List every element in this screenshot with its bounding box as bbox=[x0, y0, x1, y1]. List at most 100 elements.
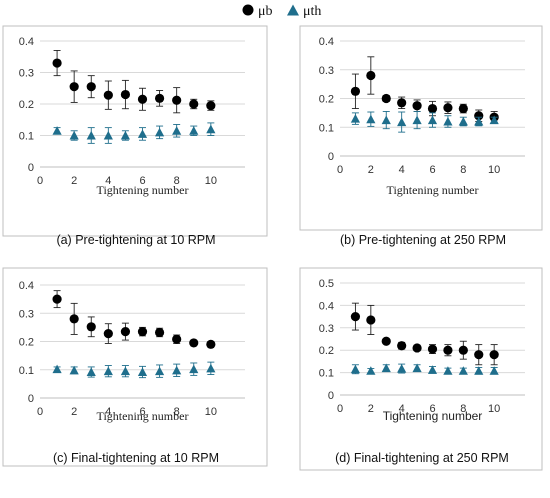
chart-b-mu-th-point bbox=[381, 115, 391, 125]
chart-d-xtick-label: 10 bbox=[488, 403, 500, 415]
chart-a-mu-b-point bbox=[172, 95, 182, 105]
chart-a-mu-b-point bbox=[69, 82, 79, 92]
chart-a-caption: (a) Pre-tightening at 10 RPM bbox=[56, 233, 215, 247]
chart-c-mu-b-point bbox=[154, 327, 165, 338]
legend: μb μth bbox=[242, 4, 321, 19]
chart-c-mu-th-point bbox=[172, 365, 182, 375]
chart-b-ytick-label: 0.4 bbox=[319, 36, 334, 48]
chart-c-ytick-label: 0.1 bbox=[19, 365, 34, 377]
chart-d-mu-b-point bbox=[489, 350, 499, 360]
chart-a-mu-b-point bbox=[137, 94, 148, 104]
chart-b-ytick-label: 0.3 bbox=[319, 65, 334, 77]
chart-c: 0 0.1 0.2 0.3 0.4 0 2 4 6 8 10 Tightening number bbox=[2, 267, 268, 467]
chart-c-mu-th-point bbox=[137, 367, 148, 377]
chart-a-mu-th-point bbox=[154, 127, 165, 137]
chart-c-mu-th-point bbox=[103, 366, 113, 376]
chart-c-mu-b-point bbox=[189, 338, 199, 348]
chart-d-xtick-label: 4 bbox=[399, 403, 405, 415]
chart-d-mu-b-point bbox=[412, 343, 422, 353]
chart-a-xtick-label: 0 bbox=[37, 175, 43, 187]
chart-a-ytick-label: 0.2 bbox=[19, 99, 34, 111]
chart-b-mu-b-point bbox=[397, 98, 407, 108]
legend-label-mu-th: μth bbox=[303, 4, 321, 19]
chart-c-xtick-label: 8 bbox=[174, 406, 180, 418]
chart-b-mu-b-point bbox=[474, 111, 484, 121]
chart-b-xtick-label: 2 bbox=[368, 164, 374, 176]
chart-a-mu-b-point bbox=[206, 100, 216, 111]
chart-a-ytick-label: 0 bbox=[28, 162, 34, 174]
chart-d-mu-b-point bbox=[397, 341, 407, 351]
chart-a-mu-b-point bbox=[103, 90, 113, 100]
chart-c-mu-th-point bbox=[154, 366, 165, 376]
chart-a-xtick-label: 8 bbox=[174, 175, 180, 187]
chart-d-mu-th-point bbox=[443, 366, 453, 375]
chart-d-xtick-label: 8 bbox=[460, 403, 466, 415]
chart-d-mu-th-point bbox=[489, 366, 499, 375]
chart-b-ytick-label: 0.2 bbox=[319, 94, 334, 106]
chart-d-frame bbox=[299, 267, 543, 471]
chart-c-mu-th-point bbox=[189, 364, 199, 374]
chart-c-xtick-label: 10 bbox=[205, 406, 217, 418]
chart-b-mu-b-point bbox=[412, 101, 422, 111]
chart-a-ytick-label: 0.4 bbox=[19, 36, 34, 48]
chart-d-mu-b-point bbox=[381, 336, 391, 346]
chart-a-frame bbox=[2, 25, 268, 237]
chart-b-ytick-label: 0 bbox=[328, 151, 334, 163]
chart-b-mu-b-point bbox=[366, 70, 376, 81]
chart-c-frame bbox=[2, 267, 268, 467]
chart-a-mu-th-point bbox=[69, 130, 79, 140]
chart-c-ytick-label: 0.3 bbox=[19, 308, 34, 320]
chart-d-xtick-label: 2 bbox=[368, 403, 374, 415]
chart-d-mu-b-point bbox=[458, 345, 468, 355]
chart-a-mu-b-point bbox=[52, 58, 62, 68]
chart-b-mu-th-point bbox=[412, 115, 422, 125]
chart-c-mu-th-point bbox=[52, 364, 62, 374]
chart-d-xtick-label: 6 bbox=[429, 403, 435, 415]
chart-d-caption: (d) Final-tightening at 250 RPM bbox=[335, 451, 509, 465]
chart-a-mu-b-point bbox=[189, 99, 199, 109]
legend-marker-mu-th bbox=[287, 4, 299, 16]
chart-c-mu-th-point bbox=[120, 366, 131, 376]
chart-b-mu-b-point bbox=[458, 103, 468, 114]
chart-d-ytick-label: 0.3 bbox=[319, 323, 334, 335]
chart-a-mu-th-point bbox=[172, 126, 182, 135]
chart-panels: 0 0.1 0.2 0.3 0.4 0 2 4 6 8 10 Tightening number (a)… bbox=[2, 25, 543, 471]
chart-c-mu-th-point bbox=[206, 363, 216, 373]
chart-d-ytick-label: 0.1 bbox=[319, 368, 334, 380]
chart-a-xtick-label: 6 bbox=[139, 175, 145, 187]
chart-c-mu-b-point bbox=[137, 327, 148, 337]
chart-b-xlabel: Tightening number bbox=[387, 183, 479, 197]
chart-d-mu-b-point bbox=[474, 350, 484, 360]
chart-d: 0 0.1 0.2 0.3 0.4 0.5 0 2 4 6 8 10 Tightening number bbox=[299, 267, 543, 471]
chart-c-mu-b-point bbox=[69, 314, 79, 324]
chart-a-xtick-label: 2 bbox=[71, 175, 77, 187]
chart-b-mu-th-point bbox=[458, 116, 468, 126]
chart-a-mu-th-point bbox=[206, 124, 216, 134]
chart-c-ytick-label: 0.2 bbox=[19, 337, 34, 349]
chart-d-mu-th-point bbox=[458, 366, 468, 375]
chart-b-mu-th-point bbox=[397, 117, 407, 127]
chart-c-xlabel: Tightening number bbox=[97, 409, 189, 423]
chart-d-xlabel: Tightening number bbox=[383, 409, 483, 423]
chart-b-mu-th-point bbox=[489, 115, 499, 125]
chart-d-mu-th-point bbox=[366, 366, 376, 375]
chart-b-xtick-label: 6 bbox=[429, 164, 435, 176]
chart-d-mu-b-point bbox=[427, 344, 438, 354]
legend-label-mu-b: μb bbox=[258, 4, 273, 19]
chart-b-xtick-label: 0 bbox=[337, 164, 343, 176]
chart-a-mu-th-point bbox=[189, 126, 199, 135]
chart-b-mu-b-point bbox=[427, 103, 438, 114]
chart-b-mu-th-point bbox=[443, 116, 453, 126]
chart-c-ytick-label: 0 bbox=[28, 393, 34, 405]
chart-b-mu-th-point bbox=[350, 114, 361, 123]
chart-a-xtick-label: 10 bbox=[205, 175, 217, 187]
chart-c-caption: (c) Final-tightening at 10 RPM bbox=[53, 451, 219, 465]
chart-c-xtick-label: 0 bbox=[37, 406, 43, 418]
chart-c-xtick-label: 2 bbox=[71, 406, 77, 418]
chart-b: 0 0.1 0.2 0.3 0.4 0 2 4 6 8 10 Tightening number bbox=[299, 25, 543, 231]
chart-d-ytick-label: 0.4 bbox=[319, 300, 334, 312]
chart-a-mu-b-point bbox=[86, 82, 96, 92]
chart-b-xtick-label: 8 bbox=[460, 164, 466, 176]
chart-c-mu-b-point bbox=[86, 322, 96, 332]
